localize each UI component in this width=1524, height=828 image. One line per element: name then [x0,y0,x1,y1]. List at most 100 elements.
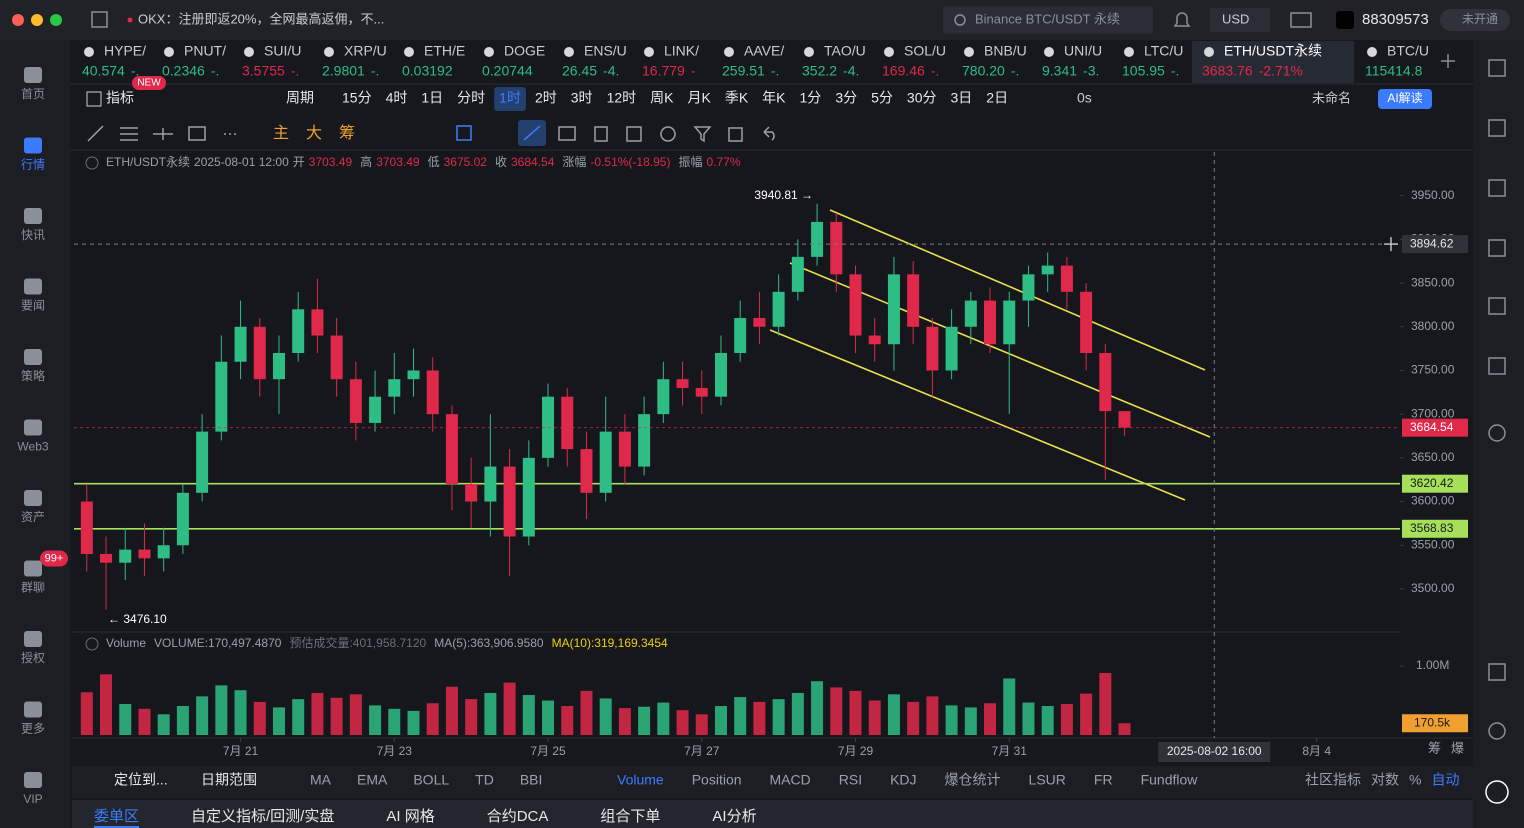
ticker-name[interactable]: LINK/ [664,43,699,59]
currency-select[interactable] [1210,8,1270,32]
collapse-icon[interactable] [85,156,99,170]
sub-indicator[interactable]: 爆仓统计 [945,772,1001,788]
tool-horizontal[interactable] [153,128,173,140]
search-box[interactable] [943,6,1153,34]
tool-icon[interactable] [558,126,576,141]
nav-icon[interactable] [24,631,42,647]
tool-icon[interactable] [1488,119,1506,137]
tool-parallel[interactable] [120,127,138,141]
tool-icon[interactable] [1488,179,1506,197]
ticker-name[interactable]: ETH/USDT永续 [1224,43,1322,59]
axis-option[interactable]: 自动 [1431,772,1459,788]
tool-icon[interactable] [1488,59,1506,77]
assistant-icon[interactable] [1485,780,1509,804]
main-tool[interactable]: 筹 [339,124,355,142]
nav-label[interactable]: VIP [23,792,42,806]
corner-option[interactable]: 爆 [1451,740,1464,755]
tool-undo[interactable] [763,126,775,141]
period-option[interactable]: 周K [650,90,674,106]
main-tool[interactable]: 大 [306,124,322,142]
channel-line[interactable] [829,209,1206,371]
period-option[interactable]: 30分 [907,90,937,106]
corner-option[interactable]: 筹 [1428,740,1441,755]
sub-indicator[interactable]: Position [692,772,742,788]
minimize-button[interactable] [31,14,43,26]
window-icon[interactable] [91,11,108,28]
notice[interactable]: OKX：注册即返20%，全网最高返佣，不... [138,11,384,26]
tool-icon[interactable] [1488,239,1506,257]
tool-pen[interactable] [523,125,541,141]
tool-icon[interactable] [626,126,642,142]
nav-icon[interactable] [24,137,42,154]
sub-indicator[interactable]: MACD [770,772,811,788]
axis-option[interactable]: 对数 [1371,772,1399,788]
period-option[interactable]: 3时 [571,90,593,106]
ticker-name[interactable]: BNB/U [984,43,1027,59]
tab[interactable]: AI分析 [712,808,756,825]
nav-label[interactable]: 更多 [21,722,45,736]
ticker-name[interactable]: PNUT/ [184,43,226,59]
indicator[interactable]: 指标 [106,90,134,106]
ticker-name[interactable]: HYPE/ [104,43,146,59]
ticker-name[interactable]: LTC/U [1144,43,1183,59]
sub-indicator[interactable]: Fundflow [1141,772,1199,788]
period-option[interactable]: 月K [687,90,711,106]
ticker-name[interactable]: BTC/U [1387,43,1429,59]
nav-icon[interactable] [24,419,42,436]
period-option[interactable]: 4时 [386,90,408,106]
nav-icon[interactable] [24,278,42,295]
sub-indicator[interactable]: LSUR [1029,772,1066,788]
ai-button[interactable] [1378,89,1432,109]
period[interactable]: 周期 [286,90,314,106]
tab[interactable]: 组合下单 [600,808,660,825]
period-option[interactable]: 分时 [457,90,485,106]
period-option[interactable]: 1时 [499,90,521,106]
ticker-name[interactable]: SOL/U [904,43,946,59]
main-indicator[interactable]: BOLL [413,772,449,788]
nav-icon[interactable] [24,208,42,224]
nav-icon[interactable] [24,349,42,365]
main-indicator[interactable]: BBI [520,772,543,788]
nav-label[interactable]: 资产 [21,510,45,524]
tool-icon[interactable] [660,126,676,142]
tool-icon[interactable] [1488,297,1506,315]
add-ticker[interactable] [1441,54,1455,68]
ticker-name[interactable]: TAO/U [824,43,866,59]
period-option[interactable]: 3日 [950,90,972,106]
nav-label[interactable]: 行情 [21,158,45,172]
nav-icon[interactable] [24,560,42,577]
nav-label[interactable]: 首页 [21,87,45,101]
locate[interactable]: 定位到... [114,772,168,788]
tab[interactable]: 合约DCA [487,808,549,825]
nav-icon[interactable] [24,490,42,506]
nav-label[interactable]: 策略 [21,368,45,383]
tab[interactable]: 自定义指标/回测/实盘 [191,807,334,825]
nav-label[interactable]: 要闻 [21,299,45,313]
tool-line[interactable] [87,125,104,142]
period-option[interactable]: 季K [725,90,749,106]
date-range[interactable]: 日期范围 [201,772,257,788]
period-option[interactable]: 2时 [535,90,557,106]
period-option[interactable]: 15分 [342,90,372,106]
ticker-name[interactable]: ENS/U [584,43,627,59]
bell-icon[interactable] [1173,12,1191,27]
nav-label[interactable]: 群聊 [21,581,45,595]
sub-indicator[interactable]: Volume [617,772,664,788]
tab[interactable]: 委单区 [94,808,139,825]
tool-delete[interactable] [728,127,743,142]
ticker-name[interactable]: DOGE [504,43,545,59]
main-indicator[interactable]: MA [310,772,332,788]
ticker-name[interactable]: SUI/U [264,43,301,59]
period-option[interactable]: 12时 [607,90,637,106]
period-option[interactable]: 年K [762,90,786,106]
main-tool[interactable]: 主 [273,124,289,142]
zoom-button[interactable] [50,14,62,26]
axis-option[interactable]: 社区指标 [1305,772,1361,788]
tool-select[interactable] [456,125,472,141]
tool-icon[interactable] [1488,722,1506,740]
ticker-name[interactable]: AAVE/ [744,43,784,59]
period-option[interactable]: 1分 [800,90,822,106]
layout-name[interactable]: 未命名 [1312,90,1351,105]
indicator-icon[interactable] [86,91,102,107]
collapse-icon[interactable] [85,637,99,651]
